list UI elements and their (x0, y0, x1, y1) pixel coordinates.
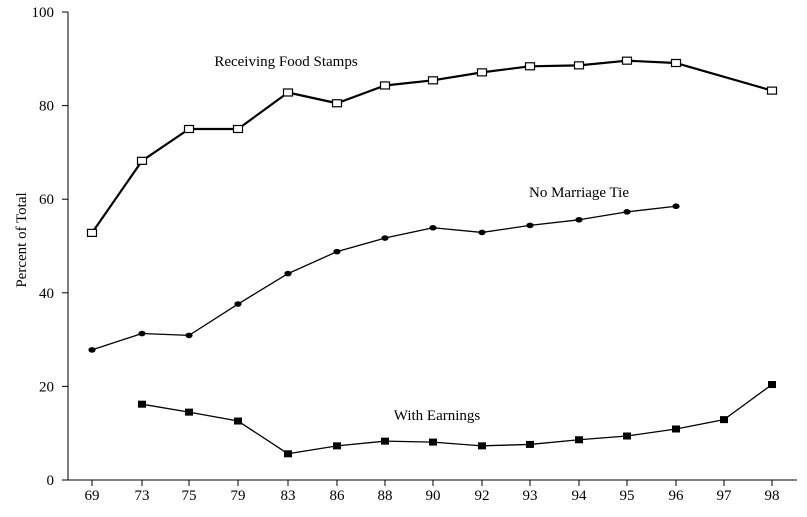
series-line (91, 205, 677, 351)
series-label: With Earnings (394, 408, 481, 424)
series-labels: Receiving Food Stamps No Marriage Tie With… (214, 54, 629, 424)
data-point (88, 347, 96, 353)
data-point (282, 88, 294, 97)
x-tick-label: 83 (281, 488, 296, 504)
data-point (575, 216, 583, 223)
y-tick-label: 0 (47, 473, 55, 489)
data-point (427, 76, 439, 85)
x-tick-label: 90 (426, 488, 441, 504)
data-point (234, 301, 242, 307)
data-point (672, 203, 680, 210)
data-point (284, 450, 292, 458)
data-point (185, 332, 193, 339)
series-line (141, 384, 773, 455)
x-tick-label: 94 (572, 488, 588, 504)
data-point (768, 381, 776, 389)
y-axis-label: Percent of Total (14, 192, 30, 287)
y-tick-label: 60 (39, 192, 54, 208)
data-point (381, 437, 389, 445)
data-point (185, 408, 193, 416)
x-tick-label: 86 (330, 488, 346, 504)
data-point (670, 58, 682, 68)
data-point (138, 330, 146, 337)
x-tick-label: 96 (669, 488, 685, 504)
series-with-earnings (138, 381, 776, 458)
data-point (429, 438, 437, 446)
data-point (284, 270, 292, 277)
y-tick-label: 20 (39, 379, 54, 395)
series-label: Receiving Food Stamps (214, 54, 357, 70)
data-point (478, 229, 486, 236)
data-point (333, 442, 341, 450)
data-point (720, 416, 728, 424)
tick-labels: 0 20 40 60 80 100 69 73 75 79 83 86 88 90 92 93 94 95 96 97… (32, 5, 780, 504)
data-point (86, 228, 98, 237)
x-tick-label: 73 (135, 488, 150, 504)
y-tick-label: 40 (39, 286, 54, 302)
data-point (526, 440, 534, 448)
x-tick-label: 75 (182, 488, 197, 504)
data-point (183, 124, 195, 134)
data-point (333, 248, 341, 255)
y-tick-label: 80 (39, 99, 54, 115)
data-point (331, 99, 343, 108)
x-tick-label: 93 (523, 488, 538, 504)
x-tick-label: 98 (765, 488, 780, 504)
data-point (232, 124, 244, 134)
series-label: No Marriage Tie (529, 185, 629, 201)
x-tick-label: 92 (475, 488, 490, 504)
data-point (478, 442, 486, 450)
series-group (86, 56, 778, 458)
x-tick-label: 95 (620, 488, 635, 504)
data-point (621, 56, 633, 65)
data-point (379, 81, 391, 90)
data-point (526, 222, 534, 229)
x-tick-label: 88 (378, 488, 393, 504)
data-point (573, 61, 585, 70)
data-point (476, 68, 488, 77)
data-point (136, 156, 148, 165)
x-tick-label: 79 (231, 488, 246, 504)
data-point (524, 62, 536, 71)
data-point (138, 400, 146, 408)
data-point (672, 425, 680, 433)
data-point (623, 432, 631, 440)
series-no-marriage-tie (88, 203, 680, 353)
series-receiving-food-stamps (86, 56, 778, 237)
data-point (381, 235, 389, 241)
x-tick-label: 69 (85, 488, 100, 504)
x-tick-label: 97 (717, 488, 733, 504)
series-line (91, 59, 773, 234)
axes (62, 11, 797, 486)
data-point (429, 224, 437, 231)
data-point (623, 209, 631, 215)
data-point (766, 86, 778, 95)
y-tick-label: 100 (32, 5, 55, 21)
data-point (575, 436, 583, 444)
data-point (234, 417, 242, 425)
